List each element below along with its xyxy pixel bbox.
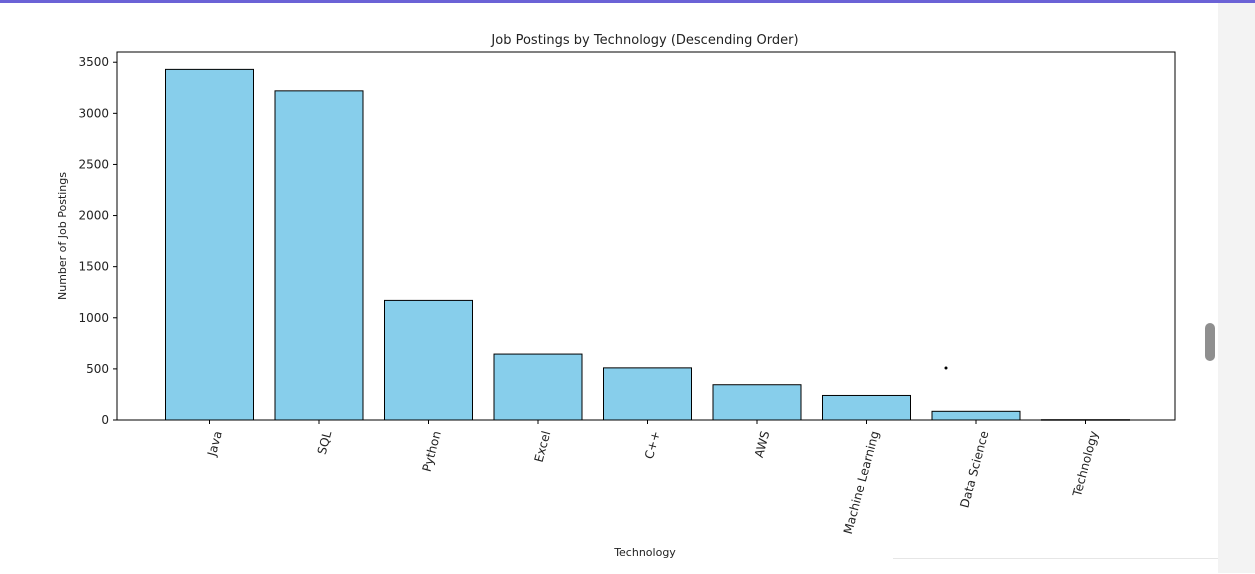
x-tick-label: Excel — [532, 429, 554, 463]
y-tick-label: 500 — [86, 362, 109, 376]
corner-overlay-panel — [893, 558, 1218, 574]
x-tick-label: SQL — [315, 429, 335, 456]
bar-python — [384, 299, 473, 421]
bar-sql — [274, 90, 364, 421]
y-axis-ticks: 0 500 1000 1500 2000 2500 3000 3500 — [78, 55, 117, 427]
bar-java — [165, 68, 254, 421]
chart-title: Job Postings by Technology (Descending O… — [490, 33, 798, 48]
y-tick-label: 3500 — [78, 55, 109, 69]
x-tick-label: Python — [420, 429, 444, 473]
x-tick-label: C++ — [642, 429, 663, 460]
x-tick-label: Technology — [1070, 429, 1101, 499]
bar-machine-learning — [822, 394, 911, 421]
x-axis-ticks: Java SQL Python Excel C++ AWS Machine Learning… — [205, 420, 1101, 536]
y-tick-label: 0 — [101, 413, 109, 427]
window-accent-bar — [0, 0, 1255, 3]
y-tick-label: 1000 — [78, 311, 109, 325]
vertical-scrollbar-track[interactable] — [1218, 3, 1255, 573]
plot-frame — [116, 51, 1176, 421]
bars — [165, 68, 1130, 421]
y-tick-label: 2500 — [78, 157, 109, 171]
x-tick-label: AWS — [752, 429, 773, 459]
x-tick-label: Java — [205, 429, 225, 458]
y-axis-label: Number of Job Postings — [56, 172, 69, 300]
vertical-scrollbar-thumb[interactable] — [1205, 323, 1215, 361]
x-axis-label: Technology — [613, 546, 676, 559]
x-tick-label: Data Science — [957, 429, 991, 509]
y-tick-label: 3000 — [78, 106, 109, 120]
x-tick-label: Machine Learning — [841, 429, 882, 535]
y-tick-label: 1500 — [78, 260, 109, 274]
bar-excel — [493, 353, 583, 421]
y-tick-label: 2000 — [78, 209, 109, 223]
stray-dot-marker — [944, 366, 948, 370]
bar-data-science — [931, 410, 1021, 421]
bar-chart: Job Postings by Technology (Descending O… — [56, 33, 1176, 559]
bar-c- — [603, 367, 692, 421]
bar-aws — [712, 384, 802, 421]
